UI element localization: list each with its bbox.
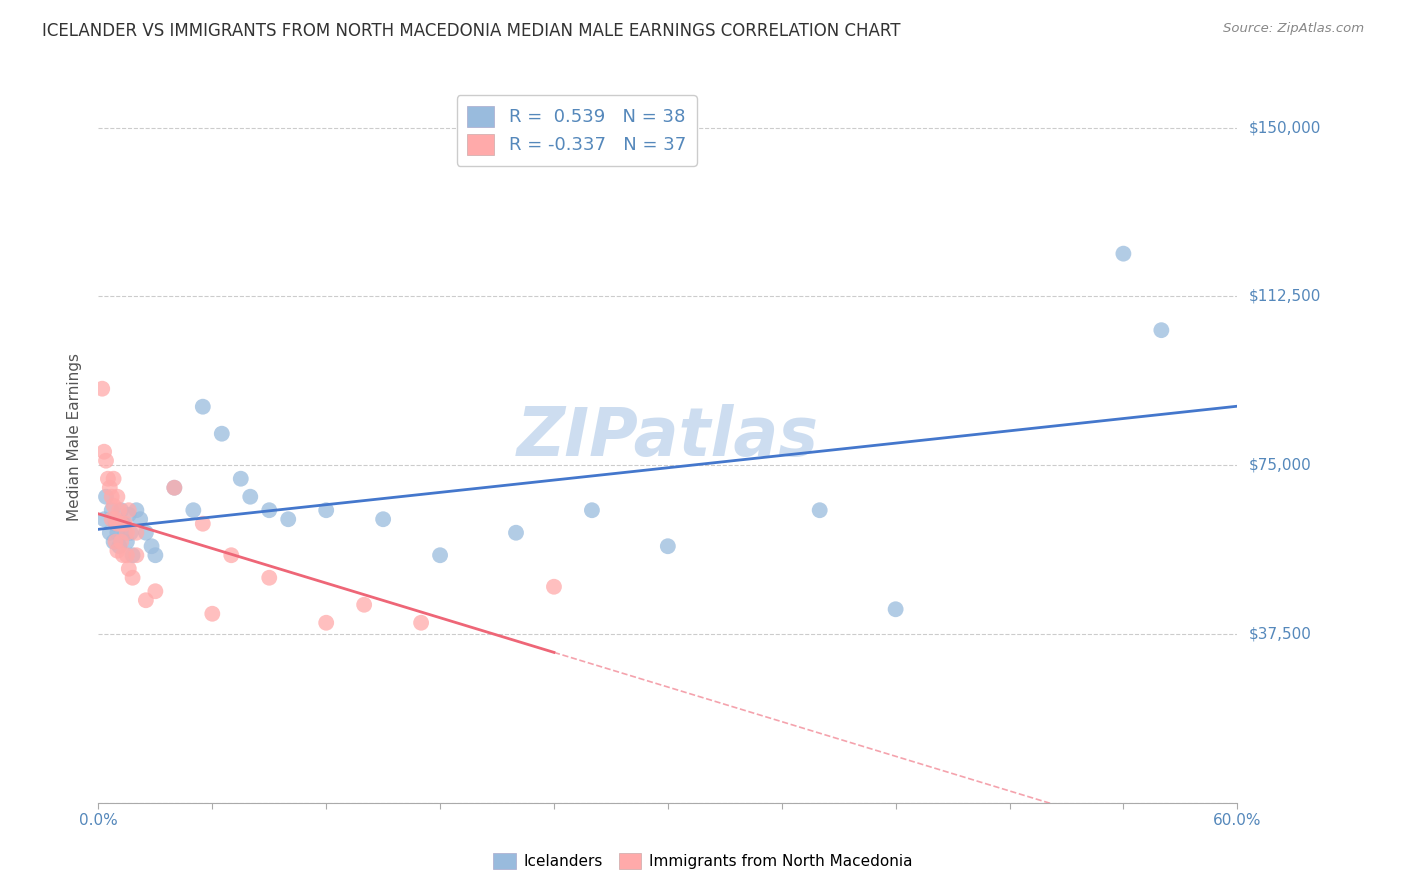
- Point: [229, 472, 252, 486]
- Point: [112, 516, 135, 531]
- Point: [94, 490, 117, 504]
- Point: [183, 503, 205, 517]
- Point: [112, 548, 135, 562]
- Point: [141, 539, 163, 553]
- Point: [121, 571, 143, 585]
- Point: [163, 481, 186, 495]
- Point: [505, 525, 527, 540]
- Point: [103, 472, 125, 486]
- Point: [125, 503, 148, 517]
- Point: [115, 525, 138, 540]
- Text: $75,000: $75,000: [1249, 458, 1312, 473]
- Point: [259, 503, 281, 517]
- Point: [100, 512, 122, 526]
- Point: [107, 525, 129, 540]
- Text: ICELANDER VS IMMIGRANTS FROM NORTH MACEDONIA MEDIAN MALE EARNINGS CORRELATION CH: ICELANDER VS IMMIGRANTS FROM NORTH MACED…: [42, 22, 901, 40]
- Point: [657, 539, 679, 553]
- Point: [100, 490, 122, 504]
- Point: [100, 503, 122, 517]
- Point: [107, 516, 129, 531]
- Point: [163, 481, 186, 495]
- Point: [125, 548, 148, 562]
- Point: [114, 516, 136, 531]
- Point: [114, 525, 136, 540]
- Point: [115, 548, 138, 562]
- Point: [884, 602, 907, 616]
- Point: [107, 490, 129, 504]
- Point: [120, 525, 142, 540]
- Point: [543, 580, 565, 594]
- Point: [104, 534, 127, 549]
- Point: [98, 481, 121, 495]
- Point: [353, 598, 375, 612]
- Point: [1150, 323, 1173, 337]
- Point: [110, 503, 132, 517]
- Point: [1112, 246, 1135, 260]
- Point: [97, 472, 120, 486]
- Legend: R =  0.539   N = 38, R = -0.337   N = 37: R = 0.539 N = 38, R = -0.337 N = 37: [457, 95, 697, 166]
- Point: [93, 512, 115, 526]
- Point: [125, 525, 148, 540]
- Point: [145, 584, 167, 599]
- Point: [94, 453, 117, 467]
- Point: [103, 534, 125, 549]
- Point: [93, 444, 115, 458]
- Point: [135, 593, 157, 607]
- Point: [108, 503, 131, 517]
- Point: [239, 490, 262, 504]
- Point: [118, 503, 141, 517]
- Point: [259, 571, 281, 585]
- Point: [201, 607, 224, 621]
- Point: [104, 512, 127, 526]
- Y-axis label: Median Male Earnings: Median Male Earnings: [67, 353, 83, 521]
- Point: [221, 548, 243, 562]
- Point: [115, 534, 138, 549]
- Point: [121, 548, 143, 562]
- Point: [118, 508, 141, 522]
- Point: [108, 539, 131, 553]
- Text: $150,000: $150,000: [1249, 120, 1320, 135]
- Text: $112,500: $112,500: [1249, 289, 1320, 304]
- Legend: Icelanders, Immigrants from North Macedonia: Icelanders, Immigrants from North Macedo…: [488, 847, 918, 875]
- Point: [145, 548, 167, 562]
- Point: [411, 615, 433, 630]
- Point: [118, 562, 141, 576]
- Point: [191, 516, 214, 531]
- Text: $37,500: $37,500: [1249, 626, 1312, 641]
- Text: ZIPatlas: ZIPatlas: [517, 404, 818, 470]
- Point: [91, 382, 114, 396]
- Point: [191, 400, 214, 414]
- Point: [135, 525, 157, 540]
- Point: [107, 543, 129, 558]
- Point: [211, 426, 233, 441]
- Point: [110, 516, 132, 531]
- Point: [129, 512, 152, 526]
- Point: [429, 548, 451, 562]
- Point: [98, 525, 121, 540]
- Point: [315, 503, 337, 517]
- Point: [315, 615, 337, 630]
- Point: [104, 516, 127, 531]
- Point: [110, 534, 132, 549]
- Point: [103, 499, 125, 513]
- Point: [581, 503, 603, 517]
- Text: Source: ZipAtlas.com: Source: ZipAtlas.com: [1223, 22, 1364, 36]
- Point: [371, 512, 394, 526]
- Point: [277, 512, 299, 526]
- Point: [808, 503, 831, 517]
